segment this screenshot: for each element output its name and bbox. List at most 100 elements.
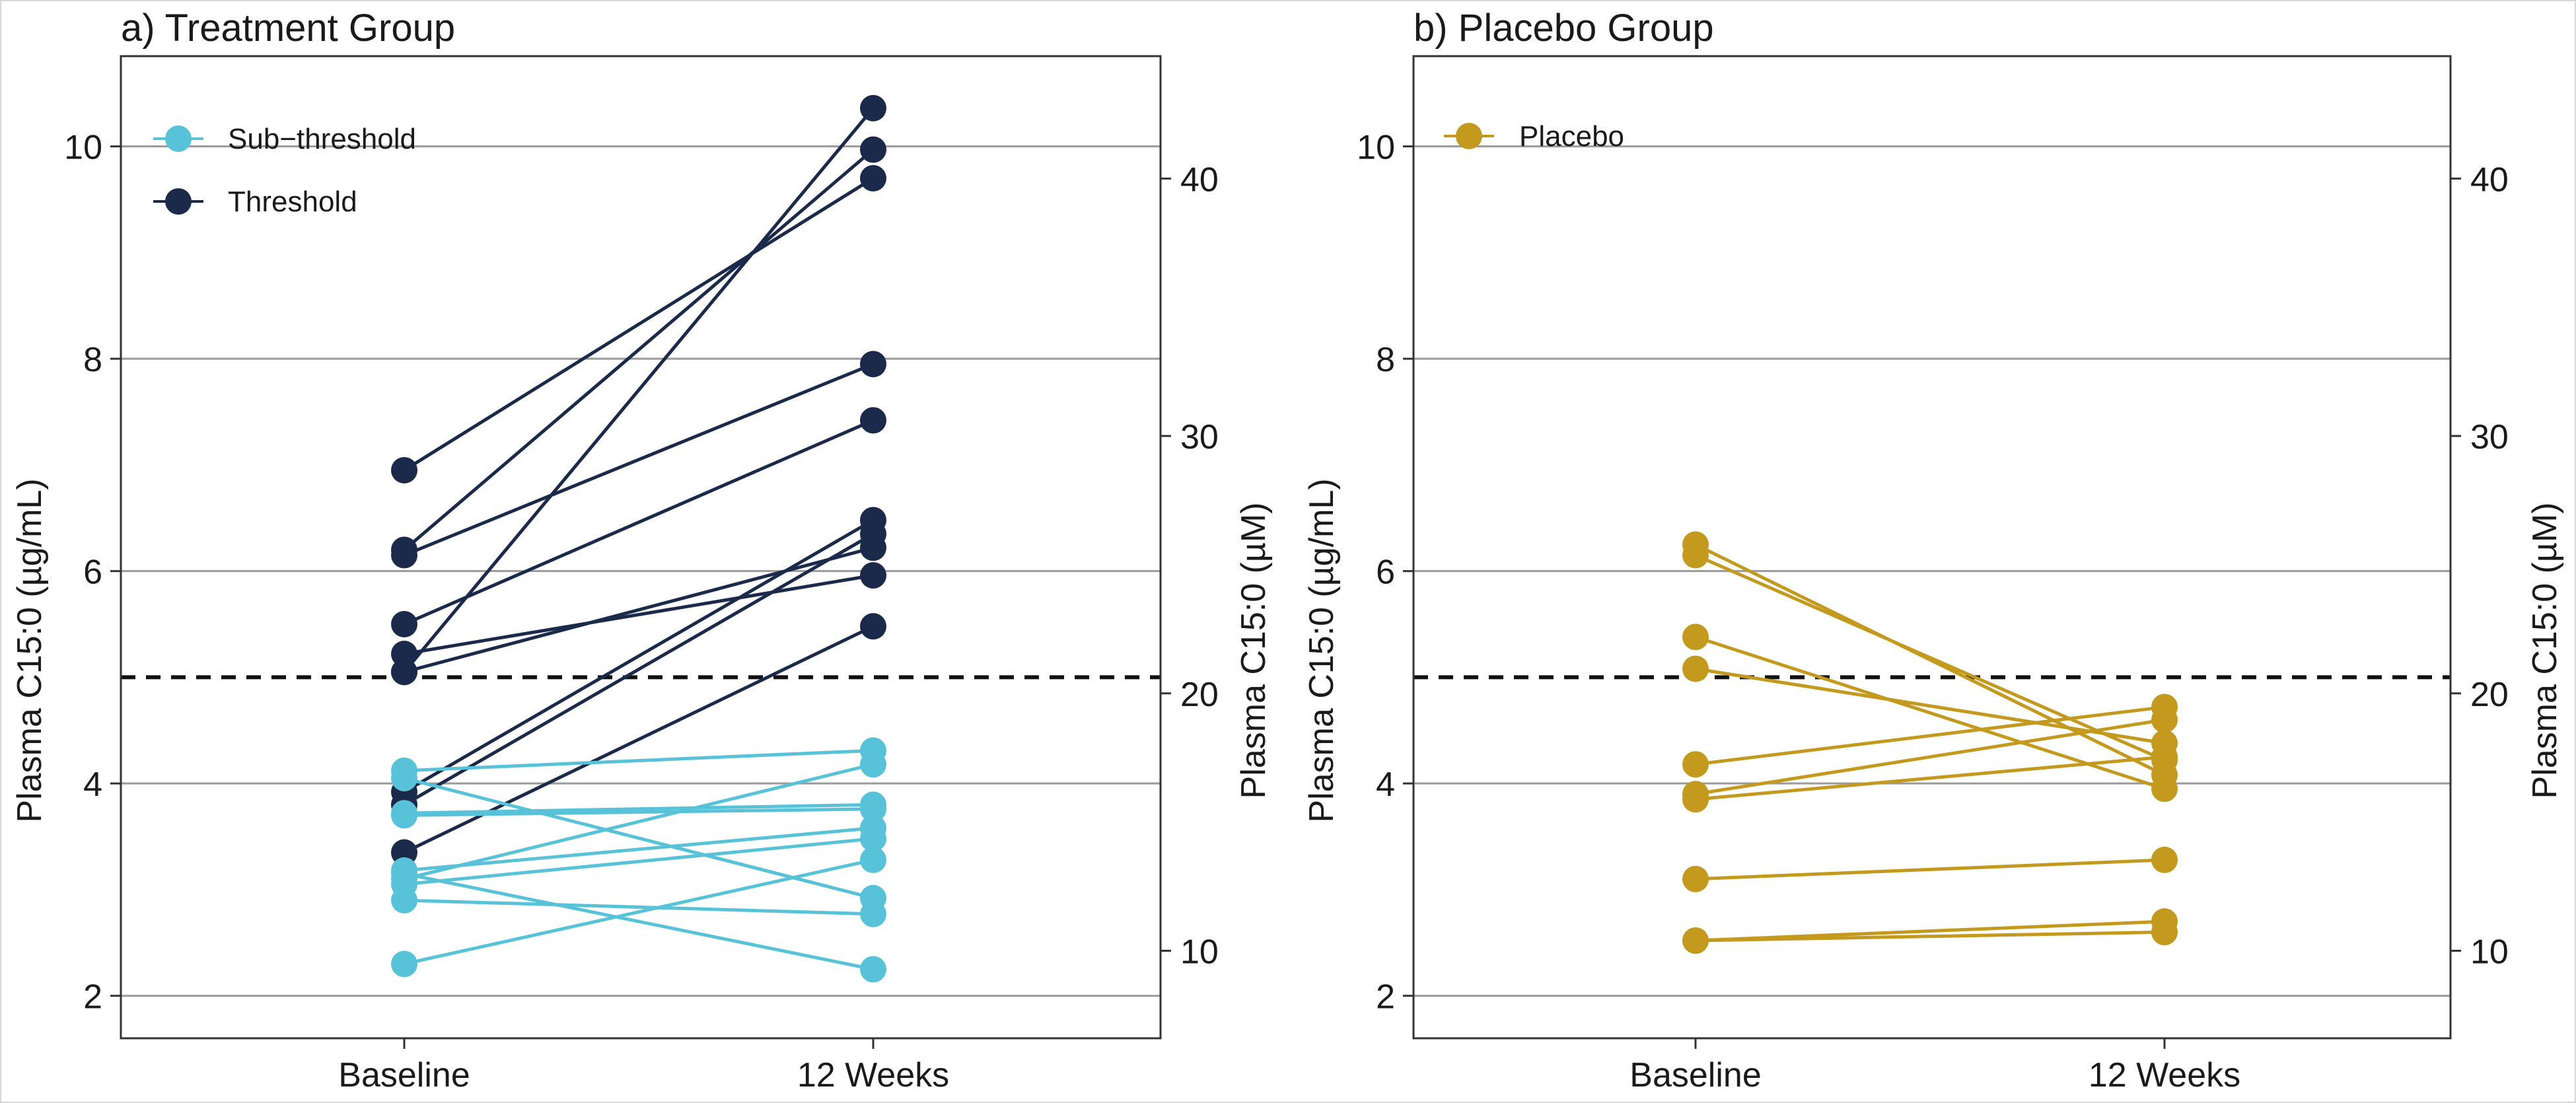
- data-point: [860, 94, 886, 122]
- legend-swatch-dot: [165, 188, 192, 215]
- series-line: [1695, 705, 2165, 766]
- panel-b-y-axis-label: Plasma C15:0 (µg/mL): [1303, 478, 1341, 822]
- y-tick-label-right: 10: [1180, 933, 1219, 971]
- data-point: [860, 136, 886, 163]
- data-point: [860, 956, 886, 983]
- legend-label: Threshold: [228, 186, 357, 218]
- series-line: [1694, 543, 2166, 777]
- y-tick-label: 2: [1376, 978, 1395, 1016]
- data-point: [2151, 919, 2178, 946]
- panel-a-right-axis-ticks: 10 20 30 40: [1161, 160, 1219, 971]
- y-tick-label-right: 20: [2470, 676, 2509, 714]
- data-point: [860, 164, 886, 192]
- panel-a-gridlines: [121, 145, 1161, 997]
- y-tick-label: 2: [83, 978, 102, 1016]
- series-line: [1695, 755, 2165, 801]
- panel-treatment: a) Treatment Group 2 4 6 8 10 10 20 30 40 Basel…: [11, 7, 1273, 1094]
- data-point: [860, 900, 886, 927]
- panel-a-x-axis-ticks: Baseline 12 Weeks: [338, 1038, 949, 1094]
- y-tick-label: 10: [64, 129, 102, 167]
- series-line: [1695, 858, 2165, 881]
- panel-b-title: b) Placebo Group: [1413, 7, 1714, 50]
- data-point: [391, 860, 417, 887]
- data-point: [2151, 706, 2178, 733]
- y-tick-label: 6: [1376, 553, 1395, 592]
- data-point: [391, 611, 417, 638]
- panel-a-left-axis-ticks: 2 4 6 8 10: [64, 129, 121, 1016]
- y-tick-label: 4: [1376, 765, 1395, 804]
- data-point: [391, 802, 417, 829]
- data-point: [860, 795, 886, 822]
- series-line: [404, 419, 874, 626]
- series-line: [403, 532, 875, 806]
- panel-b-plot-frame: [1412, 55, 2452, 1040]
- data-point: [1682, 655, 1709, 682]
- data-point: [1682, 751, 1709, 778]
- data-point: [860, 846, 886, 873]
- panel-a-title: a) Treatment Group: [121, 7, 455, 50]
- y-tick-label-right: 20: [1180, 676, 1219, 714]
- data-point: [1682, 927, 1709, 954]
- data-point: [391, 542, 417, 569]
- series-line: [404, 748, 874, 773]
- series-line: [404, 762, 874, 881]
- y-tick-label-right: 10: [2470, 933, 2509, 971]
- series-line: [403, 148, 875, 552]
- y-tick-label: 6: [83, 553, 102, 592]
- panel-b-y-axis-label-right: Plasma C15:0 (µM): [2526, 503, 2564, 799]
- panel-b-legend: Placebo: [1444, 120, 1624, 153]
- data-point: [391, 658, 417, 686]
- data-point: [860, 825, 886, 852]
- panel-b-right-axis-ticks: 10 20 30 40: [2451, 160, 2509, 971]
- data-point: [391, 456, 417, 483]
- legend-swatch-dot: [1456, 123, 1482, 149]
- series-line: [404, 858, 874, 966]
- data-point: [1682, 865, 1709, 892]
- series-line: [404, 546, 874, 674]
- data-point: [1682, 786, 1709, 813]
- data-point: [391, 887, 417, 914]
- panel-a-y-axis-label: Plasma C15:0 (µg/mL): [11, 478, 49, 822]
- x-tick-label: Baseline: [1629, 1056, 1761, 1094]
- panel-a-series-lines: [403, 107, 875, 971]
- series-line: [404, 573, 874, 656]
- y-tick-label-right: 40: [2470, 160, 2509, 199]
- data-point: [391, 950, 417, 978]
- x-tick-label: 12 Weeks: [797, 1056, 949, 1094]
- data-point: [860, 407, 886, 434]
- data-point: [860, 520, 886, 548]
- y-tick-label: 10: [1357, 129, 1395, 167]
- data-point: [2151, 743, 2178, 770]
- series-line: [404, 802, 874, 815]
- legend-label: Sub−threshold: [228, 123, 416, 155]
- series-line: [404, 872, 874, 971]
- panel-a-points: [391, 94, 886, 983]
- y-tick-label-right: 30: [2470, 418, 2509, 456]
- series-line: [404, 837, 874, 886]
- series-line: [403, 176, 875, 472]
- series-line: [404, 898, 874, 916]
- panel-a-legend: Sub−threshold Threshold: [153, 123, 416, 218]
- series-line: [404, 362, 874, 557]
- series-line: [404, 807, 874, 817]
- y-tick-label: 8: [1376, 341, 1395, 379]
- panel-b-x-axis-ticks: Baseline 12 Weeks: [1629, 1038, 2240, 1094]
- x-tick-label: 12 Weeks: [2089, 1056, 2240, 1094]
- series-line: [1694, 553, 2166, 762]
- y-tick-label-right: 30: [1180, 418, 1219, 456]
- series-line: [403, 107, 875, 673]
- legend-swatch-dot: [165, 125, 192, 152]
- panel-b-left-axis-ticks: 2 4 6 8 10: [1357, 129, 1413, 1016]
- data-point: [1682, 542, 1709, 569]
- data-point: [2151, 775, 2178, 802]
- y-tick-label: 8: [83, 341, 102, 379]
- panel-a-plot-frame: [120, 55, 1162, 1040]
- data-point: [391, 839, 417, 866]
- data-point: [860, 613, 886, 640]
- data-point: [1682, 623, 1709, 651]
- legend-label: Placebo: [1519, 120, 1624, 153]
- series-line: [403, 518, 875, 794]
- panel-placebo: b) Placebo Group 2 4 6 8 10 10 20 30 40 Baselin…: [1303, 7, 2564, 1094]
